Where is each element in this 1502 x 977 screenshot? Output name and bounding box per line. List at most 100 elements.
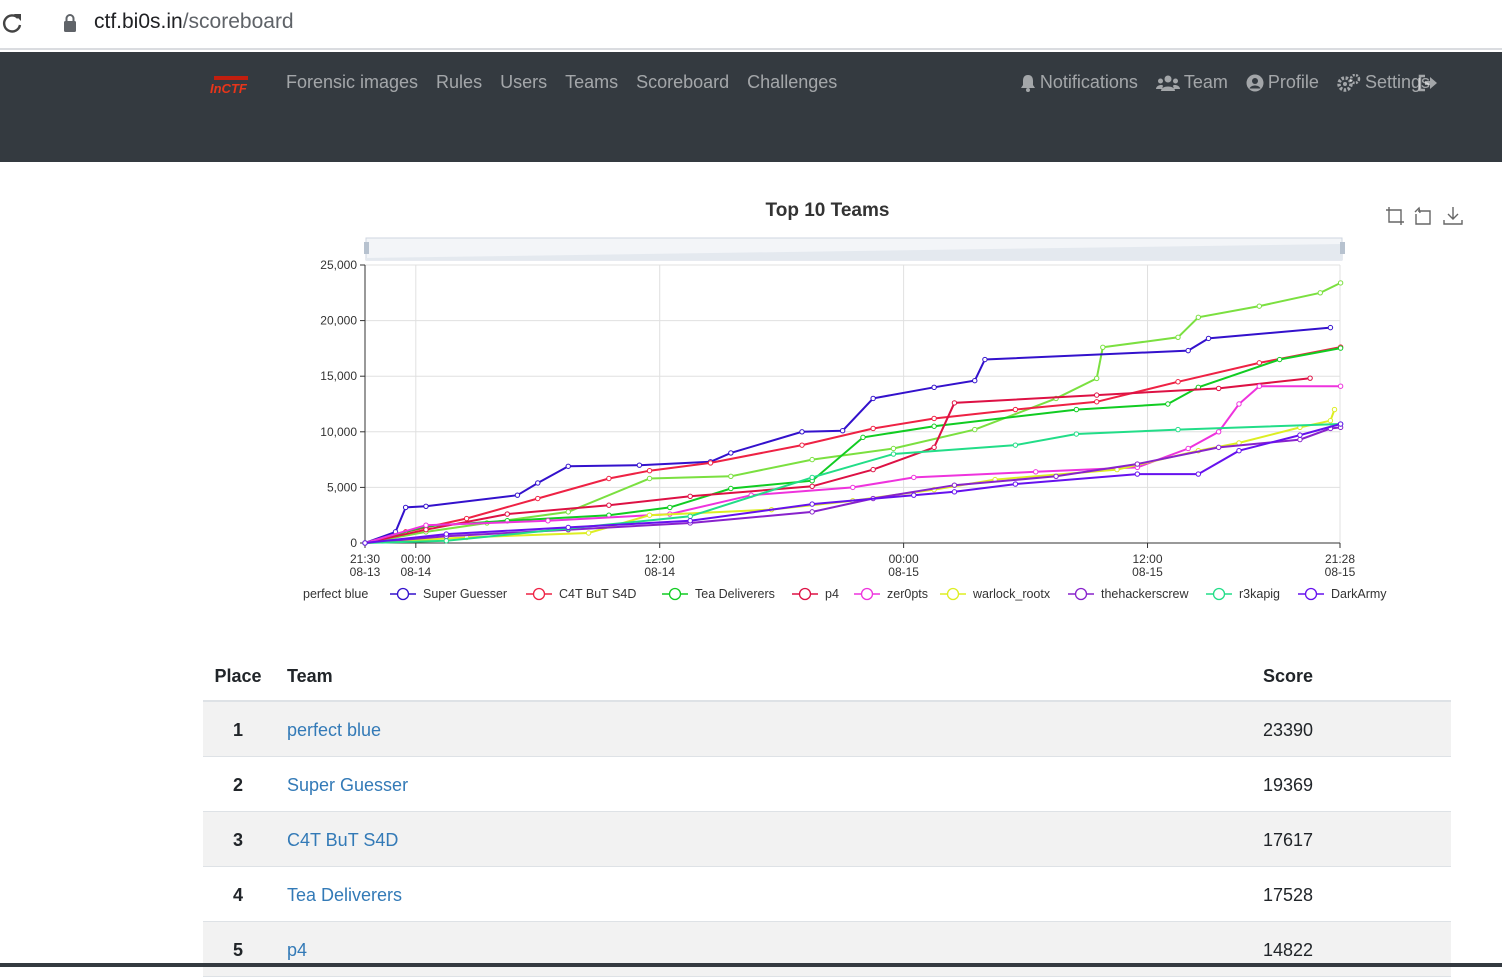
nav-team[interactable]: Team	[1155, 72, 1228, 93]
row-place: 5	[232, 940, 243, 960]
y-tick-label: 10,000	[320, 425, 357, 439]
header-team: Team	[287, 666, 333, 686]
nav-teams[interactable]: Teams	[565, 72, 619, 92]
data-point	[1053, 473, 1059, 479]
row-score: 17617	[1263, 830, 1314, 850]
nav-scoreboard[interactable]: Scoreboard	[636, 72, 730, 92]
series-p4	[362, 375, 1313, 546]
series-line	[364, 423, 1341, 544]
legend-item[interactable]: r3kapig	[1206, 587, 1280, 601]
data-point	[636, 462, 643, 468]
data-point	[809, 509, 815, 515]
data-point	[982, 356, 988, 363]
scoreboard-chart: 0 5,000 10,000 15,000 20,000 25,000 21:3008-13…	[300, 237, 1387, 601]
download-icon[interactable]	[1443, 206, 1463, 226]
data-point	[423, 503, 429, 510]
url-text[interactable]: ctf.bi0s.in/scoreboard	[94, 10, 294, 34]
data-point	[1100, 344, 1106, 350]
x-tick-date: 08-15	[888, 565, 919, 579]
user-circle-icon	[1246, 74, 1264, 91]
nav-challenges[interactable]: Challenges	[747, 72, 838, 92]
data-point	[504, 511, 510, 517]
nav-rules[interactable]: Rules	[436, 72, 483, 92]
nav-settings[interactable]: Settings	[1337, 72, 1430, 93]
logo-text: InCTF	[210, 81, 248, 96]
data-point	[972, 377, 978, 384]
nav-forensic-images[interactable]: Forensic images	[286, 72, 419, 92]
nav-notifications[interactable]: Notifications	[1020, 72, 1138, 93]
legend-marker	[1212, 587, 1226, 601]
row-team-link[interactable]: Super Guesser	[287, 775, 409, 795]
nav-users[interactable]: Users	[500, 72, 548, 92]
row-team-link[interactable]: C4T BuT S4D	[287, 830, 399, 850]
table-row: 1 perfect blue 23390	[203, 702, 1451, 757]
row-team-link[interactable]: p4	[287, 940, 308, 960]
data-point	[1094, 375, 1100, 382]
data-point	[402, 504, 409, 511]
y-tick-label: 5,000	[327, 480, 357, 494]
row-place: 3	[232, 830, 243, 850]
data-point	[1215, 385, 1222, 392]
legend-item[interactable]: thehackerscrew	[1068, 587, 1190, 601]
x-tick-date: 08-15	[1325, 565, 1356, 579]
legend-marker	[1304, 587, 1318, 601]
row-team-link[interactable]: Tea Deliverers	[287, 885, 403, 905]
legend-marker	[860, 587, 874, 601]
chart-zoom-handle-right[interactable]	[1340, 242, 1345, 254]
data-point	[1236, 401, 1242, 407]
chart-series	[362, 280, 1344, 546]
users-icon	[1155, 75, 1180, 91]
data-point	[565, 524, 571, 531]
y-tick-label: 20,000	[320, 314, 357, 328]
data-point	[951, 482, 958, 488]
chart-zoom-handle-left[interactable]	[364, 242, 369, 254]
legend-item[interactable]: perfect blue	[300, 587, 368, 601]
data-point	[1297, 432, 1303, 438]
reload-icon[interactable]	[0, 10, 26, 36]
nav-team-label: Team	[1183, 72, 1228, 92]
scoreboard-table: Place Team Score 1 perfect blue 23390 2 …	[203, 648, 1451, 977]
legend-label: thehackerscrew	[1101, 587, 1190, 601]
data-point	[799, 429, 805, 435]
row-place: 4	[232, 885, 243, 905]
row-score: 19369	[1263, 775, 1314, 795]
data-point	[911, 474, 917, 481]
data-point	[1073, 406, 1080, 413]
x-tick-time: 00:00	[401, 552, 431, 566]
table-row: 4 Tea Deliverers 17528	[203, 867, 1451, 922]
row-place: 2	[232, 775, 243, 795]
chart-axes: 0 5,000 10,000 15,000 20,000 25,000 21:3008-13…	[320, 258, 1355, 579]
legend-item[interactable]: C4T BuT S4D	[526, 587, 636, 601]
window-bottom-edge	[0, 963, 1502, 967]
x-tick-date: 08-14	[644, 565, 675, 579]
nav-profile[interactable]: Profile	[1246, 72, 1319, 93]
legend-item[interactable]: DarkArmy	[1298, 587, 1387, 601]
zoom-reset-icon[interactable]	[1414, 206, 1434, 226]
data-point	[606, 475, 612, 482]
inctf-logo[interactable]: InCTF	[208, 74, 254, 96]
data-point	[646, 475, 653, 482]
legend-item[interactable]: warlock_rootx	[940, 587, 1051, 601]
zoom-icon[interactable]	[1385, 206, 1405, 226]
data-point	[1236, 448, 1242, 454]
legend-item[interactable]: Super Guesser	[390, 587, 507, 601]
data-point	[1195, 314, 1202, 320]
url-field[interactable]	[44, 0, 1502, 46]
data-point	[1337, 345, 1344, 351]
legend-item[interactable]: zer0pts	[854, 587, 928, 601]
legend-marker	[668, 587, 682, 601]
data-point	[1185, 347, 1191, 354]
sign-out-icon[interactable]	[1418, 74, 1438, 92]
legend-item[interactable]: p4	[792, 587, 839, 601]
nav-notifications-label: Notifications	[1039, 72, 1138, 92]
data-point	[931, 444, 937, 451]
data-point	[728, 450, 734, 456]
data-point	[839, 427, 846, 434]
data-point	[565, 463, 571, 469]
row-team-link[interactable]: perfect blue	[287, 720, 382, 740]
legend-item[interactable]: Tea Deliverers	[662, 587, 775, 601]
data-point	[870, 466, 876, 473]
data-point	[535, 480, 541, 486]
data-point	[809, 501, 815, 507]
data-point	[799, 442, 805, 448]
